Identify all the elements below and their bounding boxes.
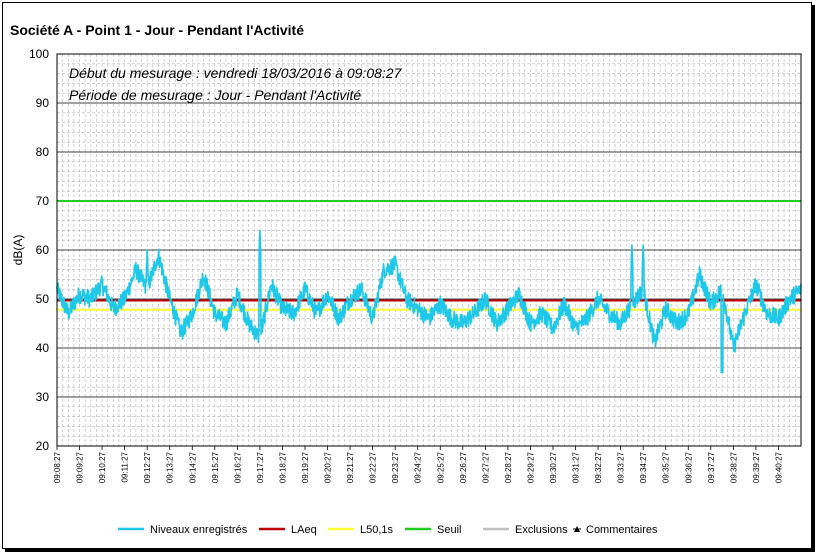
x-tick-label: 09:31:27: [572, 451, 581, 483]
x-tick-label: 09:23:27: [391, 451, 400, 483]
x-tick-label: 09:30:27: [549, 451, 558, 483]
x-tick-label: 09:10:27: [98, 451, 107, 483]
y-axis-label: dB(A): [11, 235, 25, 266]
y-tick-label: 50: [36, 292, 50, 306]
x-tick-label: 09:13:27: [166, 451, 175, 483]
x-tick-label: 09:38:27: [729, 451, 738, 483]
x-tick-label: 09:34:27: [639, 451, 648, 483]
legend-item: Exclusions: [483, 524, 568, 536]
x-tick-label: 09:08:27: [53, 451, 62, 483]
axes: 20 30 40 50 60 70 80 90 100 09:08:27 09:09:27 09:10…: [29, 47, 802, 483]
legend-label: Seuil: [437, 524, 461, 536]
series-line-niveaux-enregistres: [56, 229, 802, 374]
x-tick-label: 09:21:27: [346, 451, 355, 483]
x-tick-label: 09:25:27: [436, 451, 445, 483]
y-tick-label: 20: [36, 439, 50, 453]
x-tick-label: 09:32:27: [594, 451, 603, 483]
legend-label: Commentaires: [586, 524, 658, 536]
legend-label: Niveaux enregistrés: [150, 524, 248, 536]
x-tick-label: 09:16:27: [233, 451, 242, 483]
annotation-start: Début du mesurage : vendredi 18/03/2016 …: [69, 65, 403, 81]
y-tick-label: 90: [36, 96, 50, 110]
legend: Niveaux enregistrés LAeq L50,1s Seuil Exclus…: [118, 524, 658, 536]
chart-title: Société A - Point 1 - Jour - Pendant l'A…: [10, 22, 304, 38]
x-tick-label: 09:33:27: [617, 451, 626, 483]
x-tick-label: 09:17:27: [256, 451, 265, 483]
y-tick-label: 30: [36, 390, 50, 404]
legend-label: LAeq: [291, 524, 317, 536]
grid: [57, 53, 801, 447]
y-tick-label: 40: [36, 341, 50, 355]
x-tick-label: 09:22:27: [369, 451, 378, 483]
x-tick-label: 09:15:27: [211, 451, 220, 483]
legend-triangle-icon: [574, 526, 580, 532]
x-tick-label: 09:36:27: [684, 451, 693, 483]
plot-border: [56, 53, 802, 447]
x-tick-label: 09:35:27: [662, 451, 671, 483]
x-tick-label: 09:28:27: [504, 451, 513, 483]
y-tick-label: 80: [36, 145, 50, 159]
legend-label: L50,1s: [360, 524, 394, 536]
x-tick-label: 09:09:27: [76, 451, 85, 483]
legend-label: Exclusions: [515, 524, 568, 536]
legend-item: LAeq: [259, 524, 317, 536]
x-tick-label: 09:39:27: [752, 451, 761, 483]
legend-item: Commentaires: [573, 524, 658, 536]
x-tick-label: 09:37:27: [707, 451, 716, 483]
y-tick-label: 70: [36, 194, 50, 208]
series-layer: [56, 200, 802, 374]
x-tick-label: 09:14:27: [188, 451, 197, 483]
legend-item: L50,1s: [328, 524, 394, 536]
x-tick-label: 09:24:27: [414, 451, 423, 483]
x-tick-label: 09:27:27: [481, 451, 490, 483]
x-tick-label: 09:18:27: [278, 451, 287, 483]
x-tick-label: 09:26:27: [459, 451, 468, 483]
x-tick-label: 09:19:27: [301, 451, 310, 483]
x-tick-label: 09:20:27: [324, 451, 333, 483]
legend-item: Niveaux enregistrés: [118, 524, 248, 536]
x-tick-label: 09:12:27: [143, 451, 152, 483]
legend-item: Seuil: [405, 524, 461, 536]
y-tick-label: 60: [36, 243, 50, 257]
x-tick-label: 09:11:27: [121, 451, 130, 482]
x-tick-label: 09:40:27: [774, 451, 783, 483]
x-tick-label: 09:29:27: [526, 451, 535, 483]
y-tick-label: 100: [29, 47, 49, 61]
annotation-period: Période de mesurage : Jour - Pendant l'A…: [69, 87, 361, 103]
